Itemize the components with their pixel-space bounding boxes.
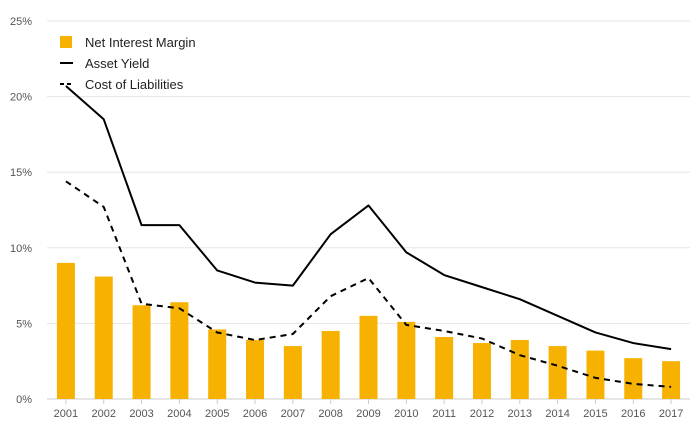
x-tick-label: 2002 bbox=[91, 408, 115, 420]
x-tick-label: 2003 bbox=[129, 408, 153, 420]
bar bbox=[586, 350, 605, 399]
y-tick-label: 25% bbox=[10, 16, 32, 28]
x-tick-label: 2011 bbox=[432, 408, 456, 420]
legend-label: Net Interest Margin bbox=[85, 35, 196, 50]
x-tick-label: 2010 bbox=[394, 408, 418, 420]
x-tick-label: 2014 bbox=[545, 408, 569, 420]
x-tick-label: 2013 bbox=[508, 408, 532, 420]
gridlines bbox=[47, 20, 690, 400]
bar bbox=[662, 361, 681, 399]
x-tick-label: 2016 bbox=[621, 408, 645, 420]
y-tick-label: 20% bbox=[10, 92, 32, 104]
legend: Net Interest Margin Asset Yield Cost of Li… bbox=[60, 35, 196, 92]
y-tick-label: 5% bbox=[16, 318, 32, 330]
x-tick-label: 2008 bbox=[318, 408, 342, 420]
bar bbox=[510, 340, 529, 399]
y-tick-label: 0% bbox=[16, 394, 32, 406]
x-tick-label: 2005 bbox=[205, 408, 229, 420]
bar bbox=[94, 276, 113, 399]
bar bbox=[624, 358, 643, 399]
y-tick-label: 10% bbox=[10, 243, 32, 255]
x-tick-label: 2007 bbox=[281, 408, 305, 420]
legend-swatch-net-interest-margin bbox=[60, 36, 72, 48]
bar bbox=[170, 302, 189, 399]
x-tick-label: 2004 bbox=[167, 408, 191, 420]
bar bbox=[321, 330, 340, 399]
x-tick-label: 2009 bbox=[356, 408, 380, 420]
bar bbox=[472, 343, 491, 399]
legend-label: Asset Yield bbox=[85, 56, 149, 71]
bar bbox=[359, 315, 378, 399]
bar bbox=[283, 346, 302, 399]
bar-series-net-interest-margin bbox=[56, 262, 681, 399]
bar bbox=[132, 305, 151, 399]
bar bbox=[548, 346, 567, 399]
x-tick-label: 2012 bbox=[470, 408, 494, 420]
x-tick-label: 2001 bbox=[54, 408, 78, 420]
bar bbox=[246, 340, 265, 399]
line-series bbox=[65, 85, 672, 388]
x-tick-label: 2006 bbox=[243, 408, 267, 420]
x-axis: 2001 2002 2003 2004 2005 2006 2007 2008 2009 2010… bbox=[54, 399, 683, 420]
y-axis: 0% 5% 10% 15% 20% 25% bbox=[10, 16, 32, 406]
x-tick-label: 2017 bbox=[659, 408, 683, 420]
bar bbox=[435, 337, 454, 399]
legend-label: Cost of Liabilities bbox=[85, 77, 184, 92]
bar bbox=[56, 262, 75, 399]
y-tick-label: 15% bbox=[10, 167, 32, 179]
bar bbox=[397, 321, 416, 399]
line-asset-yield bbox=[65, 85, 672, 351]
bar bbox=[208, 329, 227, 399]
x-tick-label: 2015 bbox=[583, 408, 607, 420]
